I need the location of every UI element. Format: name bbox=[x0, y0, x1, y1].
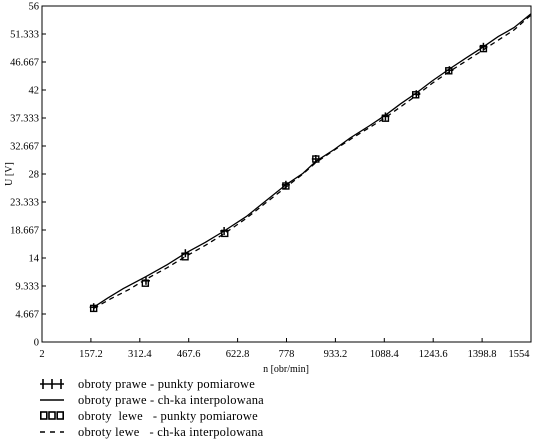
y-tick-label: 9.333 bbox=[15, 282, 39, 293]
dashed-line-icon bbox=[40, 431, 64, 433]
y-axis-label: U [V] bbox=[4, 162, 15, 186]
y-tick-label: 32.667 bbox=[10, 141, 39, 152]
data-point-square bbox=[282, 182, 290, 190]
x-tick-label: 933.2 bbox=[324, 349, 348, 360]
legend: obroty prawe - punkty pomiarowe obroty p… bbox=[40, 376, 510, 440]
plus-marker-icon bbox=[40, 379, 64, 389]
data-point-square bbox=[411, 91, 420, 99]
x-tick-label: 778 bbox=[279, 349, 295, 360]
y-tick-label: 14 bbox=[29, 254, 40, 265]
legend-label: obroty prawe - ch-ka interpolowana bbox=[78, 392, 264, 407]
y-tick-label: 0 bbox=[34, 338, 39, 349]
y-tick-label: 23.333 bbox=[10, 198, 39, 209]
y-tick-label: 56 bbox=[29, 2, 40, 13]
y-tick-label: 37.333 bbox=[10, 114, 39, 125]
legend-label: obroty lewe - ch-ka interpolowana bbox=[78, 424, 264, 439]
y-tick-label: 4.667 bbox=[15, 309, 39, 320]
data-point-square bbox=[445, 67, 453, 75]
x-tick-label: 312.4 bbox=[128, 349, 152, 360]
series-line-solid bbox=[93, 13, 532, 308]
data-point-square bbox=[181, 253, 189, 261]
square-marker-icon bbox=[40, 411, 64, 420]
legend-label: obroty lewe - punkty pomiarowe bbox=[78, 408, 258, 423]
data-point-square bbox=[221, 229, 229, 238]
series-layer bbox=[89, 13, 532, 313]
y-tick-label: 28 bbox=[29, 170, 40, 181]
x-tick-label: 2 bbox=[39, 349, 44, 360]
plot-frame bbox=[41, 5, 532, 343]
y-axis-ticks: 0 4.667 9.333 14 18.667 23.333 28 32.667 37.333 4… bbox=[10, 2, 46, 349]
x-tick-label: 1398.8 bbox=[468, 349, 497, 360]
y-tick-label: 51.333 bbox=[10, 30, 39, 41]
x-tick-label: 1243.6 bbox=[419, 349, 448, 360]
legend-item: obroty lewe - ch-ka interpolowana bbox=[40, 424, 510, 440]
x-tick-label: 1554 bbox=[509, 349, 531, 360]
series-line-dashed bbox=[93, 14, 532, 309]
data-point-square bbox=[89, 304, 98, 313]
x-tick-label: 1088.4 bbox=[370, 349, 400, 360]
legend-item: obroty prawe - punkty pomiarowe bbox=[40, 376, 510, 392]
x-tick-label: 622.8 bbox=[226, 349, 250, 360]
data-point-square bbox=[381, 114, 390, 122]
x-axis-label: n [obr/min] bbox=[263, 364, 309, 375]
legend-item: obroty prawe - ch-ka interpolowana bbox=[40, 392, 510, 408]
chart: 2 157.2 312.4 467.6 622.8 778 933.2 1088.4 1243.… bbox=[4, 2, 532, 375]
x-tick-label: 157.2 bbox=[79, 349, 103, 360]
y-tick-label: 46.667 bbox=[10, 57, 39, 68]
legend-item: obroty lewe - punkty pomiarowe bbox=[40, 408, 510, 424]
data-point-square bbox=[312, 155, 320, 163]
y-tick-label: 18.667 bbox=[10, 225, 39, 236]
legend-label: obroty prawe - punkty pomiarowe bbox=[78, 376, 255, 391]
x-axis-ticks: 2 157.2 312.4 467.6 622.8 778 933.2 1088.4 1243.… bbox=[39, 338, 532, 360]
solid-line-icon bbox=[40, 399, 64, 401]
x-tick-label: 467.6 bbox=[177, 349, 201, 360]
y-tick-label: 42 bbox=[29, 86, 40, 97]
